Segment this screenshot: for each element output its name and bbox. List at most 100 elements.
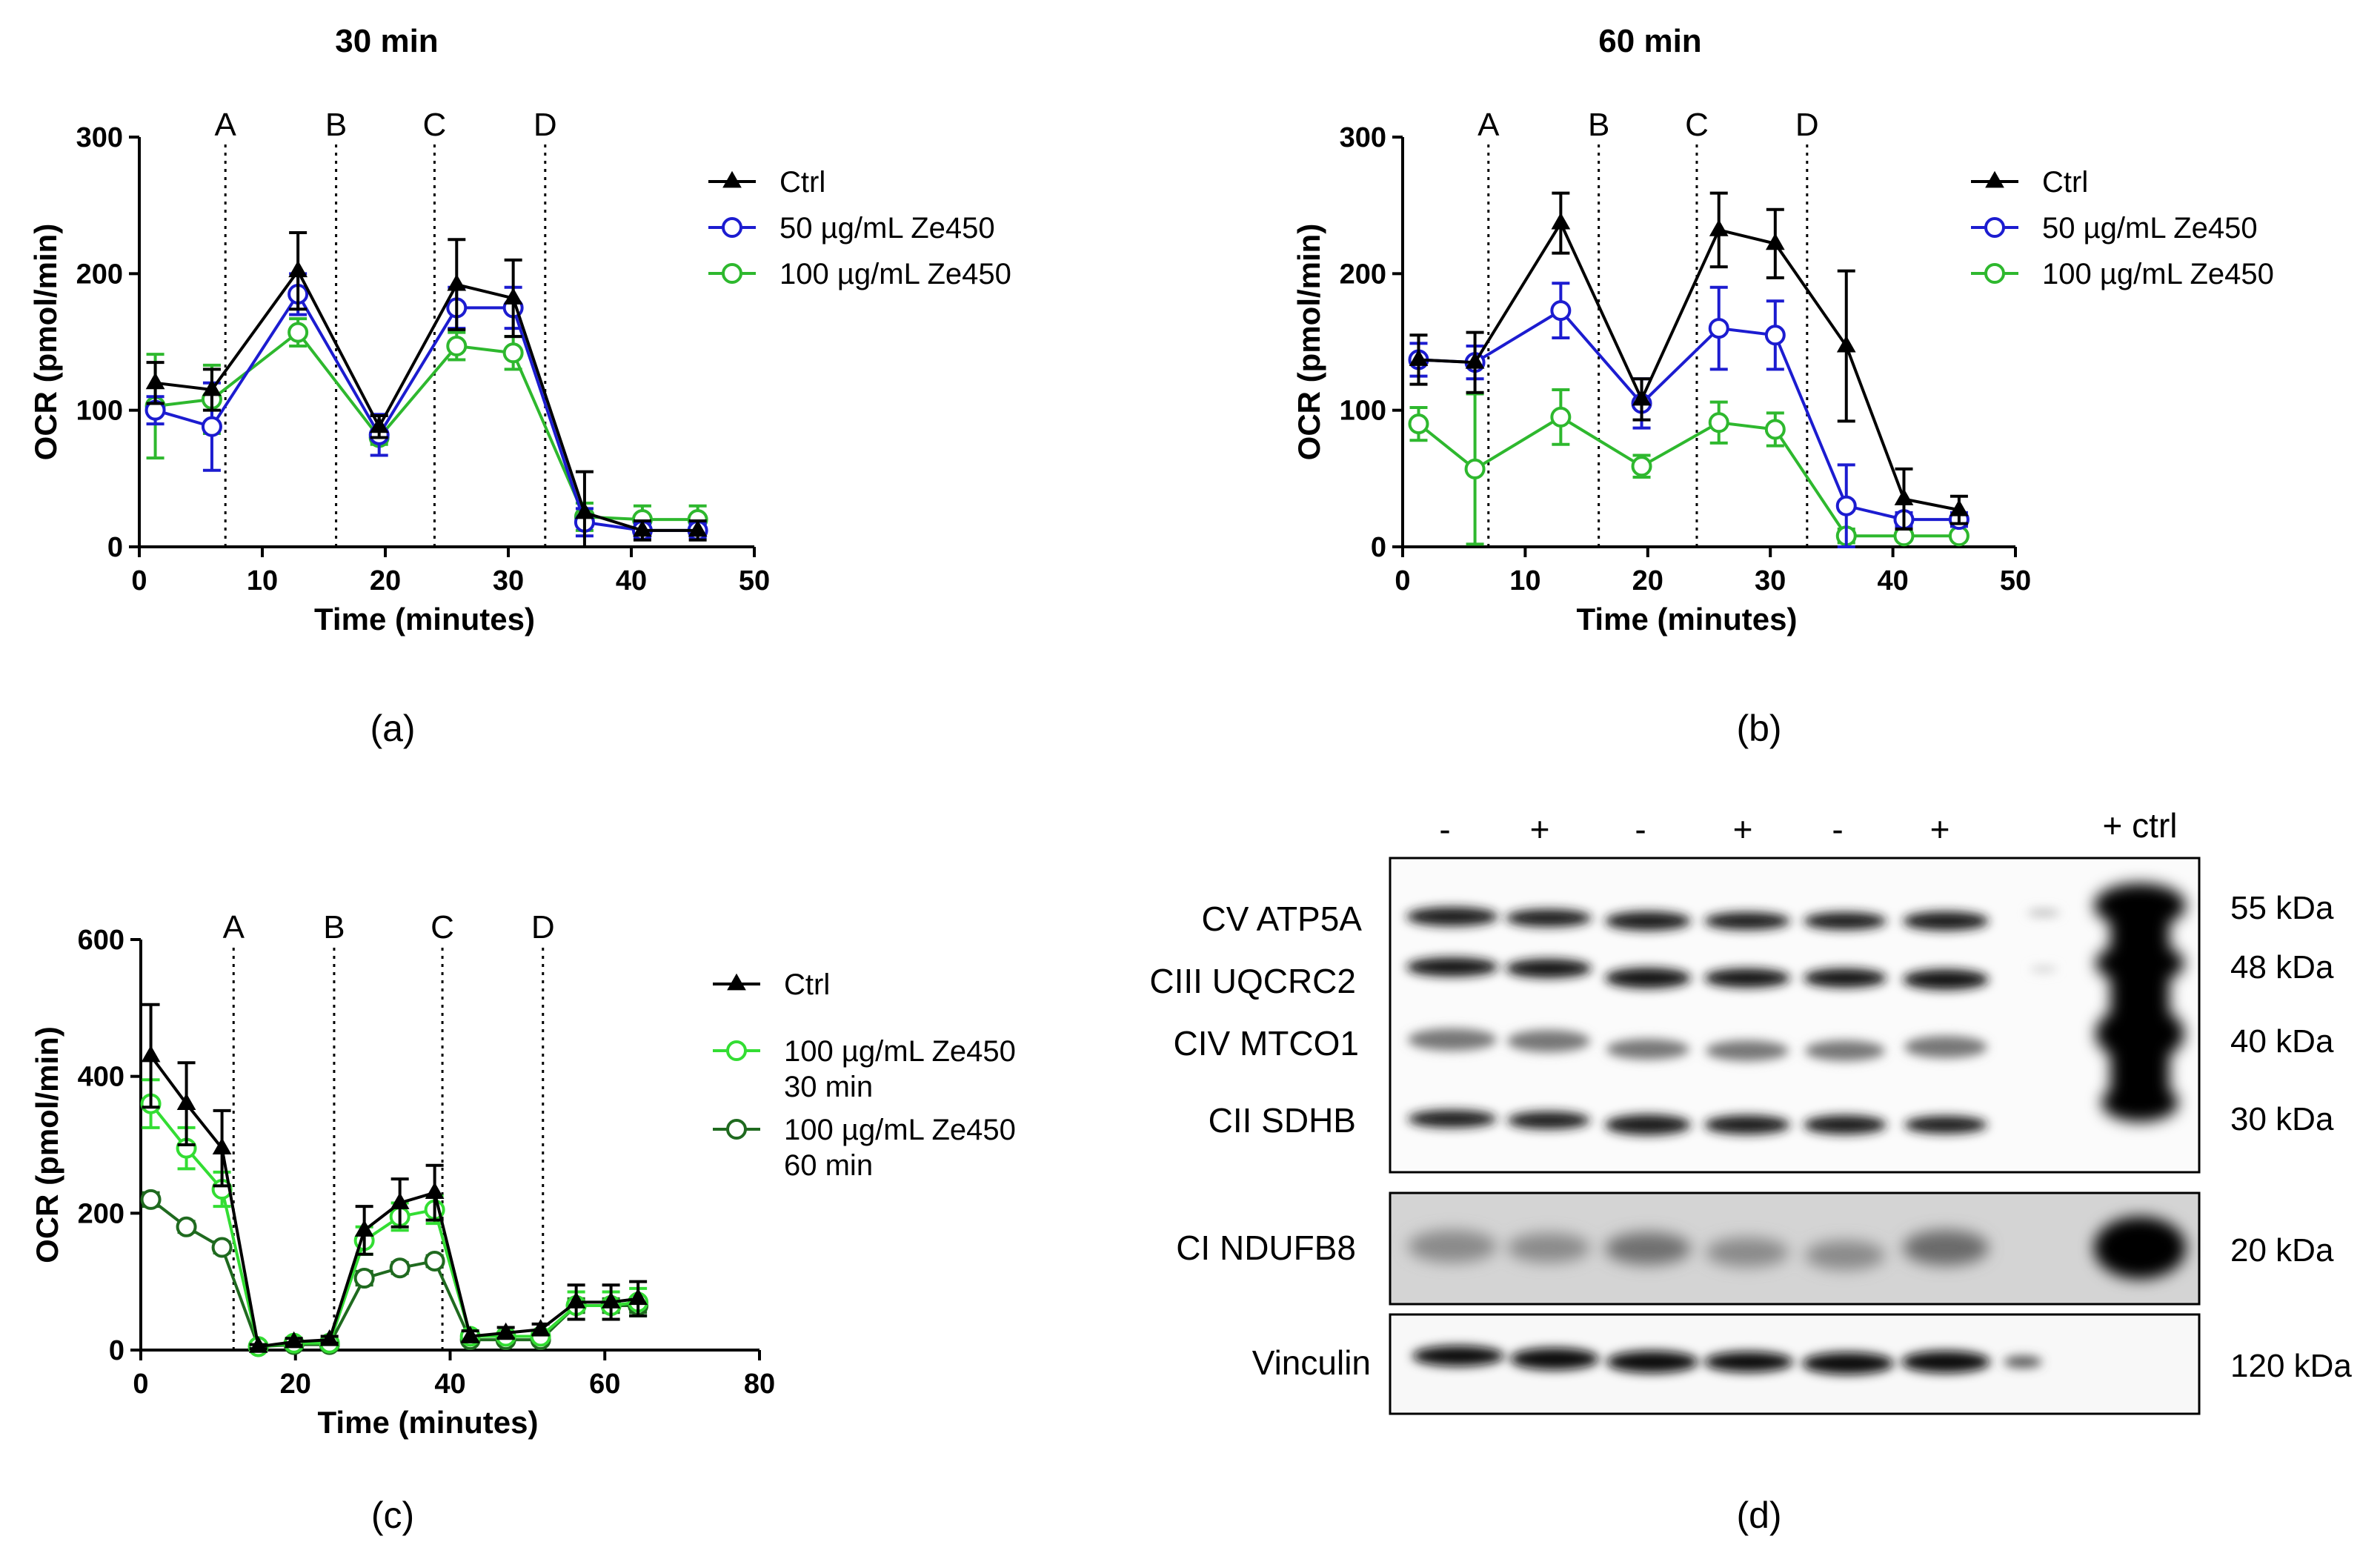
kda-label-120: 120 kDa: [2230, 1348, 2352, 1384]
band: [1706, 1040, 1789, 1061]
triangle-marker: [354, 1220, 374, 1237]
x-tick-label: 40: [434, 1369, 465, 1400]
band-row-ndufb8: [1408, 1217, 2186, 1279]
blot-membrane-3: [1389, 1313, 2201, 1415]
y-axis-label: OCR (pmol/min): [28, 224, 63, 461]
triangle-marker: [288, 260, 308, 278]
triangle-marker: [503, 287, 523, 305]
lane-label-ctrl: + ctrl: [2103, 806, 2178, 845]
band: [1507, 1030, 1590, 1052]
circle-marker: [722, 263, 742, 284]
band: [1805, 1040, 1885, 1061]
series-line: [1418, 308, 1959, 522]
blot-box-3: [1389, 1313, 2201, 1415]
blot-membrane-2: [1389, 1191, 2201, 1306]
band: [1901, 1351, 1990, 1373]
band: [1510, 1348, 1599, 1370]
series-line: [1418, 219, 1960, 512]
band: [1606, 1351, 1698, 1373]
band-row-uqcrc2: [1406, 957, 2057, 990]
triangle-marker: [145, 372, 165, 390]
injection-label: D: [1795, 107, 1819, 143]
lane-labels: - + - + - + + ctrl: [1439, 806, 2177, 848]
injection-label: C: [1685, 107, 1709, 143]
panel-a-label: (a): [370, 708, 415, 749]
panel-b: 60 min 0 10 20 30 40 50 0 100 200 300 Time (minute…: [1292, 23, 2274, 749]
x-tick-label: 30: [1755, 565, 1786, 596]
series-0: [145, 231, 708, 548]
lane-label-3: -: [1635, 810, 1646, 848]
band: [1412, 1346, 1504, 1366]
triangle-marker: [1836, 335, 1856, 353]
triangle-marker: [566, 1292, 586, 1309]
lane-label-4: +: [1733, 810, 1753, 848]
circle-marker: [1464, 458, 1486, 479]
x-axis-label: Time (minutes): [318, 1405, 539, 1440]
band: [1904, 1116, 1987, 1134]
legend-a: Ctrl 50 µg/mL Ze450 100 µg/mL Ze450: [708, 166, 1011, 290]
triangle-marker: [727, 973, 746, 991]
injection-label: A: [223, 909, 245, 945]
band: [1408, 1230, 1497, 1263]
triangle-marker: [202, 379, 222, 396]
legend-label: 100 µg/mL Ze450: [784, 1114, 1016, 1146]
band: [1904, 1036, 1987, 1058]
x-tick-label: 40: [1877, 565, 1908, 596]
injection-label: C: [431, 909, 454, 945]
panel-c-label: (c): [371, 1495, 414, 1536]
triangle-marker: [212, 1137, 232, 1155]
x-axis-label: Time (minutes): [314, 602, 535, 636]
circle-marker: [1984, 263, 2005, 284]
band: [1406, 907, 1498, 926]
triangle-marker: [601, 1292, 621, 1309]
circle-marker: [1408, 413, 1429, 435]
band: [2030, 966, 2057, 972]
band: [1903, 969, 1989, 990]
legend-label: 50 µg/mL Ze450: [780, 212, 995, 245]
y-tick-label: 0: [107, 532, 123, 563]
plot-c: 0 20 40 60 80 0 200 400 600 Time (minutes) OCR (pm…: [30, 909, 775, 1440]
circle-marker: [389, 1257, 410, 1279]
legend-label: Ctrl: [780, 166, 825, 199]
band-row-vinculin: [1412, 1346, 2042, 1374]
lane-label-5: -: [1832, 810, 1843, 848]
panel-d: - + - + - + + ctrl CV ATP5A CIII UQCRC2 …: [1149, 806, 2352, 1536]
circle-marker: [502, 342, 524, 364]
blot-membrane-1: [1389, 857, 2201, 1174]
legend-label: 100 µg/mL Ze450: [780, 258, 1011, 290]
triangle-marker: [633, 519, 652, 537]
circle-marker: [201, 416, 222, 437]
legend-b: Ctrl 50 µg/mL Ze450 100 µg/mL Ze450: [1971, 166, 2274, 290]
band: [1804, 1115, 1887, 1134]
band: [1606, 1039, 1689, 1060]
circle-marker: [424, 1250, 445, 1272]
x-tick-label: 20: [370, 565, 401, 596]
band: [1706, 1237, 1789, 1267]
triangle-marker: [531, 1319, 551, 1336]
series-2: [1408, 388, 1970, 547]
series-line: [155, 291, 698, 532]
circle-marker: [726, 1119, 747, 1140]
x-tick-label: 50: [2000, 565, 2031, 596]
panel-d-label: (d): [1736, 1495, 1781, 1536]
x-tick-label: 60: [589, 1369, 620, 1400]
circle-marker: [1708, 412, 1729, 433]
triangle-marker: [1949, 499, 1969, 516]
legend-label: 100 µg/mL Ze450: [2042, 258, 2274, 290]
series-line: [155, 267, 698, 532]
row-label-mtco1: CIV MTCO1: [1174, 1024, 1359, 1063]
series-1: [144, 272, 708, 541]
blot-kda-labels: 55 kDa 48 kDa 40 kDa 30 kDa 20 kDa 120 k…: [2230, 890, 2352, 1384]
triangle-marker: [1409, 349, 1429, 366]
x-tick-label: 0: [133, 1369, 148, 1400]
injection-label: C: [423, 107, 447, 143]
band: [1704, 1352, 1793, 1372]
y-tick-label: 200: [1340, 259, 1386, 290]
circle-marker: [722, 217, 742, 238]
kda-label-48: 48 kDa: [2230, 949, 2334, 985]
triangle-marker: [447, 273, 467, 291]
x-tick-label: 0: [1395, 565, 1410, 596]
band: [1903, 1230, 1989, 1266]
circle-marker: [1764, 325, 1786, 346]
